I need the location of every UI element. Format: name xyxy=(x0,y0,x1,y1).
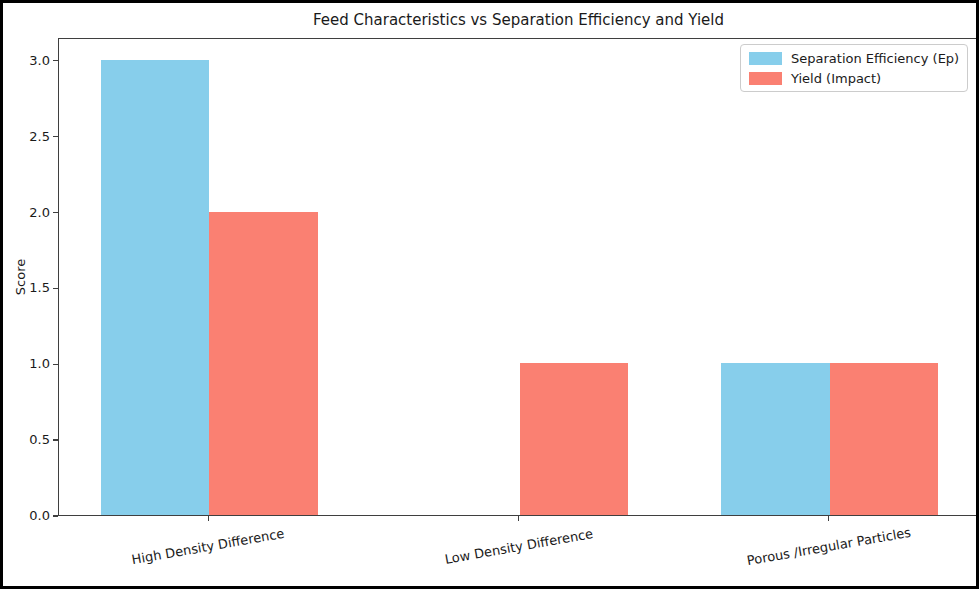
y-tick-mark xyxy=(53,515,58,516)
y-tick-label: 1.0 xyxy=(3,356,50,372)
y-tick-mark xyxy=(53,288,58,289)
y-tick-label: 2.0 xyxy=(3,205,50,221)
legend-swatch-icon xyxy=(749,52,782,65)
x-tick-label: Low Density Difference xyxy=(443,526,594,568)
chart-title: Feed Characteristics vs Separation Effic… xyxy=(58,11,979,30)
plot-area xyxy=(58,38,979,516)
x-tick-mark xyxy=(518,516,519,521)
x-tick-label: High Density Difference xyxy=(131,526,286,569)
y-tick-label: 1.5 xyxy=(3,280,50,296)
bar-yield-impact-high-density-difference xyxy=(209,212,318,515)
y-tick-label: 0.0 xyxy=(3,508,50,524)
bar-yield-impact-porous-irregular-particles xyxy=(830,363,939,515)
legend-swatch-icon xyxy=(749,72,782,85)
bar-separation-efficiency-ep-high-density-difference xyxy=(101,60,210,515)
legend: Separation Efficiency (Ep) Yield (Impact) xyxy=(740,44,968,92)
x-tick-mark xyxy=(828,516,829,521)
y-tick-mark xyxy=(53,136,58,137)
x-tick-mark xyxy=(208,516,209,521)
y-tick-label: 2.5 xyxy=(3,129,50,145)
y-tick-label: 3.0 xyxy=(3,53,50,69)
y-tick-mark xyxy=(53,212,58,213)
legend-label: Yield (Impact) xyxy=(791,71,881,86)
y-tick-label: 0.5 xyxy=(3,432,50,448)
x-tick-label: Porous /Irregular Particles xyxy=(745,525,911,570)
bar-separation-efficiency-ep-porous-irregular-particles xyxy=(721,363,830,515)
y-tick-mark xyxy=(53,60,58,61)
chart-figure: Feed Characteristics vs Separation Effic… xyxy=(0,0,979,589)
bar-yield-impact-low-density-difference xyxy=(520,363,629,515)
legend-entry-separation-efficiency-ep: Separation Efficiency (Ep) xyxy=(749,50,959,66)
y-tick-mark xyxy=(53,364,58,365)
legend-entry-yield-impact: Yield (Impact) xyxy=(749,70,959,86)
y-tick-mark xyxy=(53,439,58,440)
legend-label: Separation Efficiency (Ep) xyxy=(791,51,959,66)
